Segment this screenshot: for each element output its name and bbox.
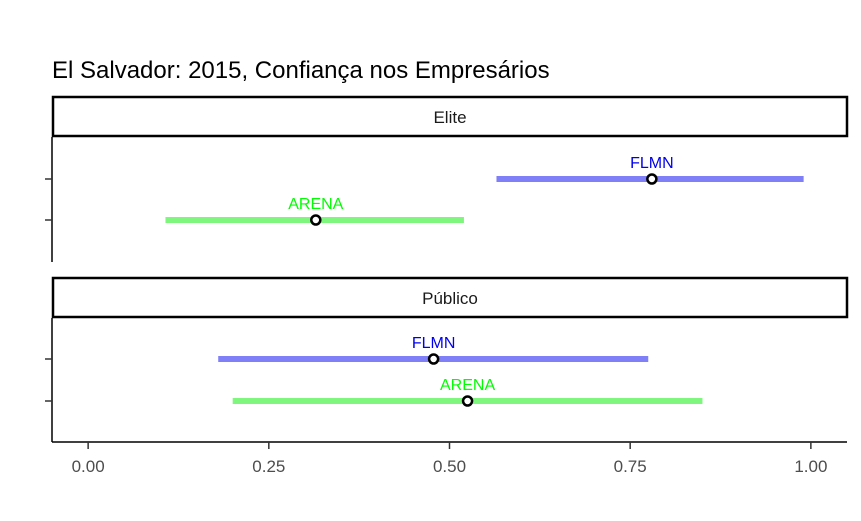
estimate-point-arena [461, 395, 474, 407]
party-label-flmn: FLMN [630, 155, 674, 172]
x-tick-label: 1.00 [794, 457, 827, 476]
estimate-point-arena [310, 214, 322, 226]
x-axis-ticks: 0.00 0.25 0.50 0.75 1.00 [72, 442, 827, 476]
chart-title: El Salvador: 2015, Confiança nos Empresá… [52, 57, 550, 84]
party-label-flmn: FLMN [412, 335, 456, 352]
panel-marks: FLMN ARENA [45, 335, 703, 407]
panel-marks: FLMN ARENA [45, 155, 804, 226]
x-tick-label: 0.75 [614, 457, 647, 476]
panel-strip [51, 95, 849, 138]
estimate-point-flmn [427, 353, 440, 365]
panel-strip-label: Público [422, 289, 478, 308]
x-tick-label: 0.25 [252, 457, 285, 476]
panel-strip-label: Elite [433, 108, 466, 127]
x-tick-label: 0.50 [433, 457, 466, 476]
party-label-arena: ARENA [288, 196, 343, 213]
party-label-arena: ARENA [440, 377, 495, 394]
panel-publico: Público FLMN ARENA [45, 276, 849, 442]
estimate-point-flmn [646, 173, 658, 185]
panel-strip [51, 276, 849, 319]
x-tick-label: 0.00 [72, 457, 105, 476]
panel-elite: Elite FLMN ARENA [45, 95, 849, 262]
